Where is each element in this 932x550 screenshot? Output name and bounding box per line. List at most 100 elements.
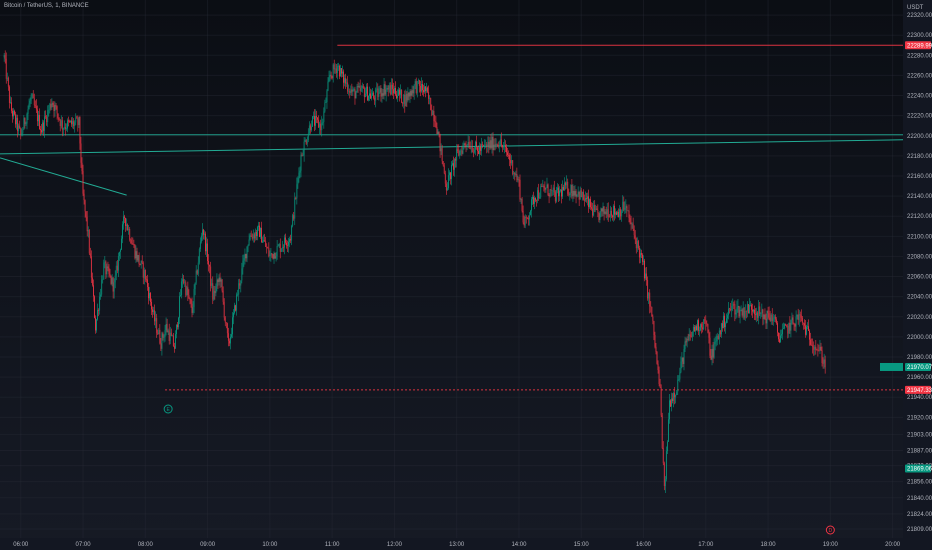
candle-body: [211, 283, 213, 286]
candle-body: [238, 283, 240, 295]
candle-body: [288, 241, 289, 246]
candle-body: [696, 326, 697, 331]
candle-body: [474, 141, 476, 150]
candle-body: [25, 123, 27, 125]
candle-body: [46, 116, 48, 123]
candle-body: [539, 197, 541, 199]
candle-body: [520, 198, 522, 200]
candle-body: [549, 189, 551, 197]
candle-body: [720, 323, 722, 335]
candle-body: [811, 344, 813, 346]
candle-body: [281, 247, 283, 249]
candle-body: [470, 146, 472, 149]
candle-body: [777, 323, 778, 333]
candle-body: [310, 126, 312, 131]
candle-body: [309, 125, 311, 131]
candle-body: [233, 312, 234, 318]
candle-body: [783, 328, 785, 329]
candle-body: [57, 113, 59, 118]
candle-body: [361, 85, 363, 89]
candle-body: [507, 152, 508, 156]
candle-body: [409, 91, 411, 97]
candle-body: [277, 245, 279, 247]
candle-body: [314, 116, 315, 126]
candle-body: [395, 88, 396, 95]
candle-body: [71, 120, 73, 125]
candle-body: [444, 173, 446, 184]
candle-body: [748, 305, 750, 314]
candle-body: [432, 110, 434, 116]
candle-body: [493, 144, 495, 151]
candle-body: [443, 165, 445, 174]
candle-body: [337, 65, 339, 67]
candle-body: [516, 174, 518, 181]
candle-body: [327, 81, 329, 91]
candle-body: [55, 105, 57, 107]
candle-body: [297, 177, 299, 185]
time-axis: 06:00 07:00 08:00 09:00 10:00 11:00 12:00 13:00…: [0, 538, 903, 550]
candle-body: [192, 307, 194, 313]
candle-body: [688, 334, 690, 340]
candle-body: [394, 88, 395, 94]
candle-body: [220, 279, 222, 282]
candle-body: [209, 264, 211, 267]
candle-body: [117, 256, 119, 271]
candle-body: [104, 261, 106, 263]
candle-body: [465, 145, 467, 146]
event-label: D: [829, 528, 833, 534]
candle-body: [679, 372, 681, 380]
candle-body: [565, 182, 567, 186]
candle-body: [662, 447, 664, 464]
candle-body: [730, 309, 732, 311]
candle-body: [333, 64, 335, 70]
candle-body: [704, 319, 706, 321]
candle-body: [782, 328, 783, 335]
candle-body: [184, 282, 186, 284]
candle-body: [453, 163, 454, 170]
candle-body: [624, 207, 626, 210]
trendline: [0, 139, 904, 155]
candle-body: [654, 335, 656, 347]
candle-body: [808, 326, 809, 331]
candle-body: [765, 318, 767, 324]
candle-body: [400, 89, 402, 95]
time-axis-bg: [0, 538, 903, 550]
candle-body: [132, 243, 134, 245]
price-badge: [905, 385, 931, 394]
candle-body: [484, 144, 486, 146]
candle-body: [28, 103, 30, 110]
candle-body: [542, 186, 544, 187]
candle-body: [64, 127, 66, 129]
candle-body: [58, 117, 60, 120]
candle-body: [279, 244, 281, 252]
candle-body: [588, 196, 589, 208]
candle-body: [819, 346, 821, 351]
candle-body: [467, 142, 469, 146]
candle-body: [548, 195, 550, 197]
candle-body: [392, 89, 394, 94]
candle-body: [63, 127, 65, 129]
candle-body: [187, 287, 189, 296]
candle-body: [518, 179, 520, 181]
candle-body: [605, 211, 607, 215]
candle-body: [593, 205, 595, 216]
candle-body: [529, 210, 531, 216]
candle-body: [189, 298, 191, 300]
candle-body: [415, 81, 417, 93]
candle-body: [753, 309, 754, 312]
candle-body: [84, 200, 86, 212]
candle-body: [223, 301, 225, 318]
candle-body: [42, 122, 43, 133]
price-tick-label: 21920.00: [907, 415, 932, 421]
candle-body: [712, 348, 714, 358]
candle-body: [728, 308, 730, 316]
candle-body: [287, 245, 288, 246]
candle-body: [686, 338, 688, 343]
candle-body: [165, 324, 167, 331]
candle-body: [228, 340, 230, 344]
candle-body: [343, 71, 344, 83]
candle-body: [494, 144, 496, 146]
candle-body: [510, 160, 512, 164]
candle-body: [495, 143, 497, 146]
